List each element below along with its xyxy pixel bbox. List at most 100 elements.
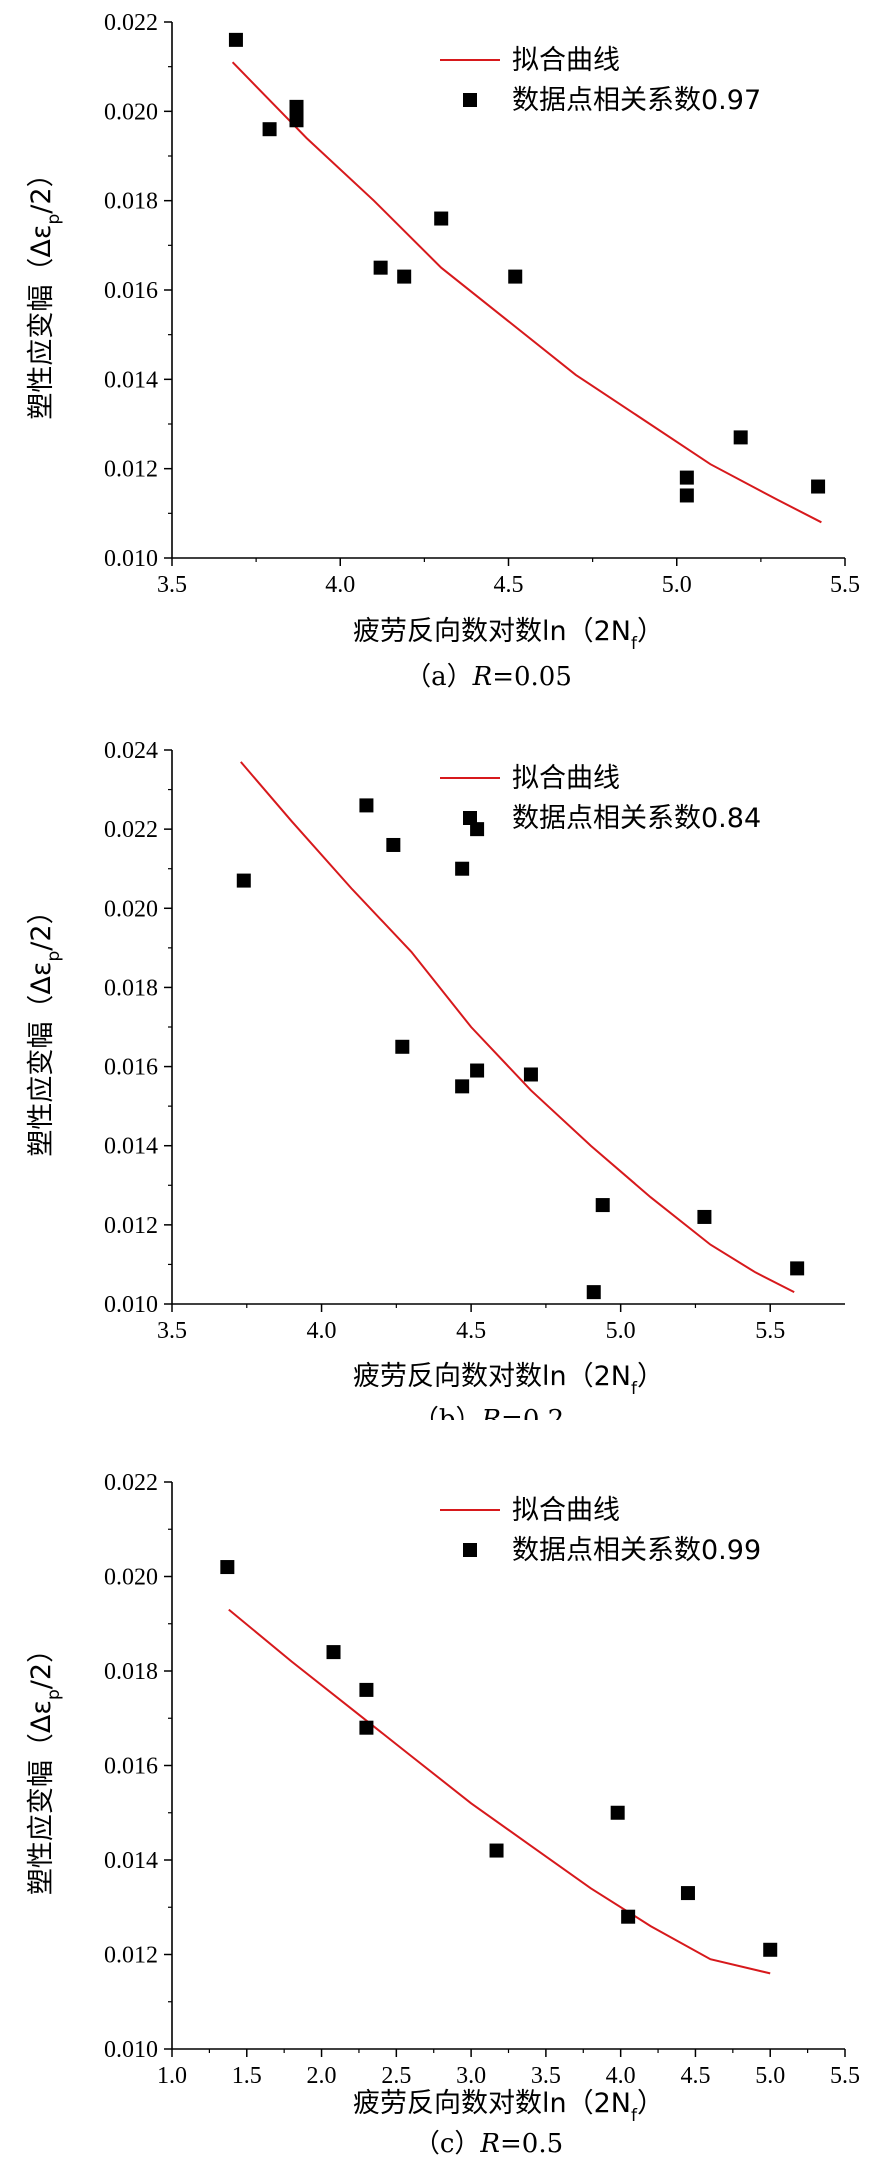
- y-tick-label: 0.022: [104, 817, 158, 843]
- data-point: [455, 1079, 470, 1094]
- x-tick-label: 3.5: [531, 2063, 561, 2089]
- x-axis-title: 疲劳反向数对数ln（2Nf）: [353, 616, 664, 654]
- y-tick-label: 0.020: [104, 1565, 158, 1591]
- data-point: [395, 1039, 410, 1054]
- chart-c: 1.0 1.5 2.0 2.5 3.0 3.5 4.0 4.5 5.0 5.5 0.010 0.012…: [26, 1470, 860, 2158]
- panel-caption-var: R: [480, 1405, 501, 1420]
- x-tick-label: 5.5: [755, 1318, 785, 1344]
- panel-caption-var: R: [479, 2129, 500, 2158]
- data-point: [697, 1209, 712, 1224]
- chart-a: 3.5 4.0 4.5 5.0 5.5 0.010 0.012 0.014 0.016 0.018…: [26, 10, 860, 692]
- x-axis-title-sub: f: [631, 1379, 638, 1399]
- x-tick-label: 5.0: [606, 1318, 636, 1344]
- y-axis-title-close: /2）: [26, 897, 57, 950]
- data-point: [470, 1063, 485, 1078]
- x-tick-label: 2.0: [307, 2063, 337, 2089]
- data-point: [397, 269, 412, 284]
- legend-fit-label: 拟合曲线: [512, 763, 620, 794]
- y-axis-title-main: 塑性应变幅（Δε: [26, 962, 57, 1157]
- y-tick-label: 0.018: [104, 189, 158, 215]
- y-tick-label: 0.020: [104, 99, 158, 125]
- y-tick-label: 0.016: [104, 1055, 158, 1081]
- x-tick-label: 3.5: [157, 572, 187, 598]
- y-tick-label: 0.014: [104, 1134, 158, 1160]
- fit-curve: [231, 61, 822, 524]
- x-tick-label: 1.0: [157, 2063, 187, 2089]
- y-axis-title-sub: p: [44, 951, 64, 962]
- x-tick-label: 3.5: [157, 1318, 187, 1344]
- y-tick-label: 0.010: [104, 2037, 158, 2063]
- x-tick-label: 5.0: [755, 2063, 785, 2089]
- x-axis-title: 疲劳反向数对数ln（2Nf）: [353, 2088, 664, 2126]
- panel-caption-prefix: （b）: [413, 1405, 482, 1420]
- data-point: [262, 122, 277, 137]
- data-point: [373, 260, 388, 275]
- legend-fit-label: 拟合曲线: [512, 1495, 620, 1526]
- x-tick-label: 5.5: [830, 572, 860, 598]
- data-point: [220, 1560, 235, 1575]
- y-axis-title: 塑性应变幅（Δεp/2）: [26, 1636, 64, 1895]
- y-axis-title-sub: p: [44, 214, 64, 225]
- x-tick-label: 5.5: [830, 2063, 860, 2089]
- panel-caption-value: =0.5: [500, 2129, 563, 2158]
- data-point: [386, 837, 401, 852]
- y-tick-label: 0.010: [104, 1292, 158, 1318]
- y-tick-label: 0.014: [104, 367, 158, 393]
- data-point: [523, 1067, 538, 1082]
- y-tick-label: 0.016: [104, 278, 158, 304]
- x-tick-label: 4.5: [494, 572, 524, 598]
- x-tick-label: 3.0: [456, 2063, 486, 2089]
- legend-points-swatch: [463, 93, 477, 107]
- y-tick-label: 0.022: [104, 1470, 158, 1496]
- chart-panel-a: 3.5 4.0 4.5 5.0 5.5 0.010 0.012 0.014 0.016 0.018…: [0, 0, 874, 700]
- y-tick-label: 0.018: [104, 975, 158, 1001]
- data-point: [508, 269, 523, 284]
- y-tick-label: 0.012: [104, 457, 158, 483]
- y-axis-title-main: 塑性应变幅（Δε: [26, 1700, 57, 1895]
- x-tick-label: 5.0: [662, 572, 692, 598]
- x-axis-title-sub: f: [631, 634, 638, 654]
- chart-panel-b: 3.5 4.0 4.5 5.0 5.5 0.010 0.012 0.014 0.016 0.018…: [0, 720, 874, 1420]
- x-tick-label: 4.0: [307, 1318, 337, 1344]
- legend-fit-label: 拟合曲线: [512, 45, 620, 76]
- legend-points-label: 数据点相关系数0.84: [512, 803, 761, 834]
- y-tick-label: 0.010: [104, 546, 158, 572]
- data-point: [470, 822, 485, 837]
- legend-points-swatch: [463, 1543, 477, 1557]
- data-point: [679, 488, 694, 503]
- x-axis-title: 疲劳反向数对数ln（2Nf）: [353, 1361, 664, 1399]
- x-axis-title-main: 疲劳反向数对数ln（2N: [353, 616, 631, 647]
- data-point: [326, 1645, 341, 1660]
- y-tick-label: 0.020: [104, 896, 158, 922]
- data-point: [790, 1261, 805, 1276]
- panel-caption-value: =0.2: [501, 1405, 564, 1420]
- panel-caption: （b）R=0.2: [413, 1405, 564, 1420]
- data-point: [455, 861, 470, 876]
- x-axis-title-close: ）: [637, 2088, 664, 2119]
- data-point: [359, 798, 374, 813]
- data-point: [610, 1805, 625, 1820]
- x-tick-label: 4.0: [606, 2063, 636, 2089]
- legend-points-label: 数据点相关系数0.97: [512, 85, 761, 116]
- x-axis-title-close: ）: [637, 1361, 664, 1392]
- x-tick-label: 2.5: [381, 2063, 411, 2089]
- y-axis-title-main: 塑性应变幅（Δε: [26, 225, 57, 420]
- data-point: [236, 873, 251, 888]
- y-tick-label: 0.012: [104, 1943, 158, 1969]
- y-tick-label: 0.014: [104, 1848, 158, 1874]
- x-axis-title-sub: f: [631, 2106, 638, 2126]
- data-point: [289, 113, 304, 128]
- x-axis-title-main: 疲劳反向数对数ln（2N: [353, 1361, 631, 1392]
- y-tick-label: 0.012: [104, 1213, 158, 1239]
- panel-caption: （c）R=0.5: [414, 2129, 563, 2158]
- y-axis-title: 塑性应变幅（Δεp/2）: [26, 897, 64, 1156]
- fit-curve: [228, 1608, 771, 1975]
- y-axis-title: 塑性应变幅（Δεp/2）: [26, 160, 64, 419]
- x-tick-label: 4.5: [680, 2063, 710, 2089]
- x-axis-title-close: ）: [637, 616, 664, 647]
- panel-caption-value: =0.05: [492, 662, 572, 692]
- legend-points-swatch: [463, 811, 477, 825]
